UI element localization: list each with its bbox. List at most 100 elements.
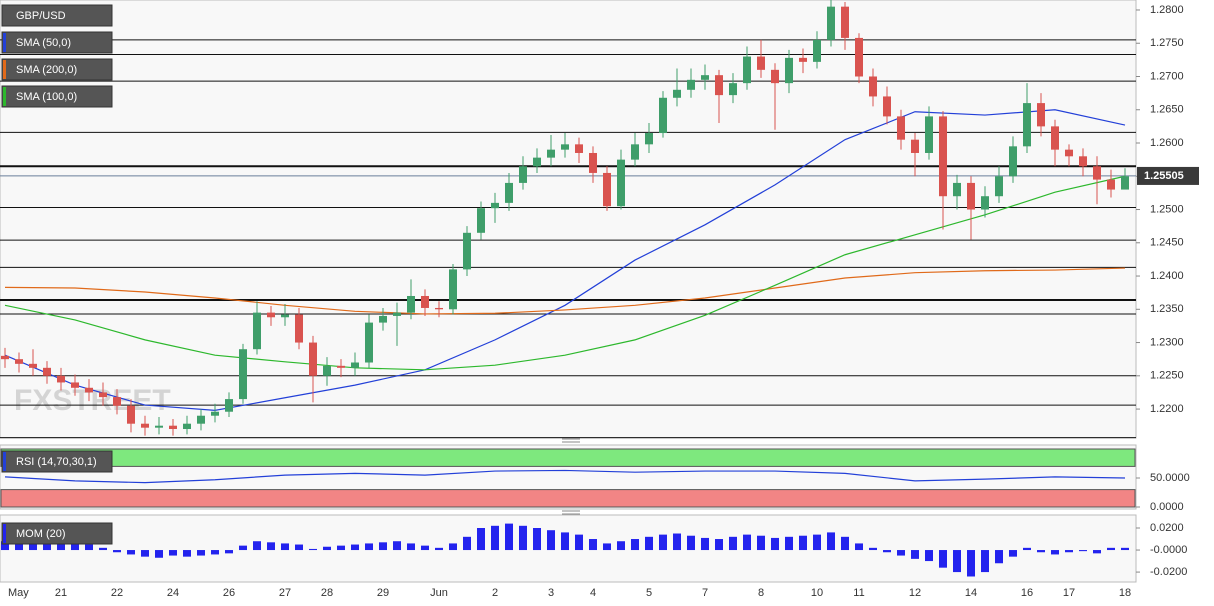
candle-body [155, 425, 163, 428]
candle-body [463, 232, 471, 270]
mom-bar [981, 550, 989, 573]
candle-body [659, 97, 667, 134]
legend-label: RSI (14,70,30,1) [16, 456, 97, 468]
mom-bar [421, 545, 429, 551]
mom-bar [995, 550, 1003, 564]
y-tick-label: 1.2650 [1150, 104, 1184, 116]
candle-body [337, 365, 345, 368]
candle-body [547, 149, 555, 158]
candle-body [925, 116, 933, 153]
candle-body [1037, 103, 1045, 127]
x-tick-label: 26 [223, 587, 235, 599]
y-tick-label: 1.2600 [1150, 137, 1184, 149]
mom-bar [1023, 547, 1031, 551]
candle-body [1065, 149, 1073, 157]
candle-body [673, 89, 681, 98]
candle-body [15, 359, 23, 364]
candle-body [855, 37, 863, 77]
candle-body [939, 116, 947, 197]
mom-bar [43, 540, 51, 551]
mom-bar [533, 528, 541, 551]
y-tick-label: 1.2350 [1150, 303, 1184, 315]
candle-body [575, 144, 583, 153]
mom-bar [155, 550, 163, 558]
candle-body [183, 423, 191, 430]
x-tick-label: 27 [279, 587, 291, 599]
panel-handle[interactable] [562, 510, 580, 515]
mom-bar [603, 543, 611, 551]
x-tick-label: 21 [55, 587, 67, 599]
candle-body [407, 295, 415, 313]
legend-swatch [3, 87, 6, 106]
candle-body [561, 144, 569, 150]
y-tick-label: 1.2200 [1150, 403, 1184, 415]
candle-body [225, 399, 233, 412]
mom-bar [435, 547, 443, 551]
candle-body [897, 116, 905, 140]
y-tick-label: 0.0000 [1150, 501, 1184, 513]
x-tick-label: 5 [646, 587, 652, 599]
mom-bar [939, 550, 947, 568]
price-panel [0, 0, 1137, 439]
x-tick-label: 3 [548, 587, 554, 599]
candle-body [477, 208, 485, 233]
x-tick-label: 7 [702, 587, 708, 599]
mom-bar [729, 536, 737, 551]
y-tick-label: 1.2300 [1150, 336, 1184, 348]
y-tick-label: -0.0200 [1150, 566, 1187, 578]
mom-bar [659, 534, 667, 551]
mom-bar [141, 550, 149, 557]
mom-bar [113, 550, 121, 553]
candle-body [869, 76, 877, 97]
symbol-label: GBP/USD [16, 10, 66, 22]
rsi-band [0, 489, 1136, 508]
x-tick-label: 8 [758, 587, 764, 599]
mom-bar [1107, 547, 1115, 551]
y-tick-label: -0.0000 [1150, 544, 1187, 556]
candle-body [421, 295, 429, 308]
candle-body [365, 322, 373, 363]
candle-body [393, 312, 401, 316]
mom-bar [295, 544, 303, 551]
x-tick-label: 2 [492, 587, 498, 599]
candle-body [743, 56, 751, 84]
legend-label: SMA (50,0) [16, 37, 71, 49]
candle-body [435, 307, 443, 310]
mom-bar [715, 539, 723, 551]
legend-swatch [3, 60, 6, 79]
candle-body [883, 96, 891, 117]
mom-bar [281, 543, 289, 551]
mom-bar [911, 550, 919, 559]
candle-body [169, 425, 177, 430]
indicator-line [4, 469, 1126, 484]
candle-body [351, 362, 359, 368]
mom-bar [225, 550, 233, 554]
y-tick-label: 1.2700 [1150, 70, 1184, 82]
candle-body [57, 375, 65, 383]
y-tick-label: 1.2750 [1150, 37, 1184, 49]
candle-body [715, 75, 723, 96]
candle-body [603, 172, 611, 207]
mom-bar [1009, 550, 1017, 557]
mom-bar [337, 545, 345, 551]
rsi-band [0, 448, 1136, 467]
candle-body [1051, 126, 1059, 150]
x-tick-label: 28 [321, 587, 333, 599]
mom-bar [953, 550, 961, 573]
panel-handle[interactable] [562, 438, 580, 443]
candle-body [1121, 176, 1129, 190]
candle-body [995, 176, 1003, 197]
mom-bar [197, 550, 205, 556]
mom-bar [1121, 547, 1129, 551]
candle-body [71, 382, 79, 388]
legend-box [1, 450, 113, 473]
candle-body [1023, 103, 1031, 147]
candle-body [799, 57, 807, 62]
candle-body [85, 387, 93, 393]
legend-label: SMA (200,0) [16, 64, 77, 76]
candle-body [827, 6, 835, 40]
candle-body [281, 314, 289, 318]
mom-bar [1079, 550, 1087, 552]
legend-box [1, 522, 113, 545]
